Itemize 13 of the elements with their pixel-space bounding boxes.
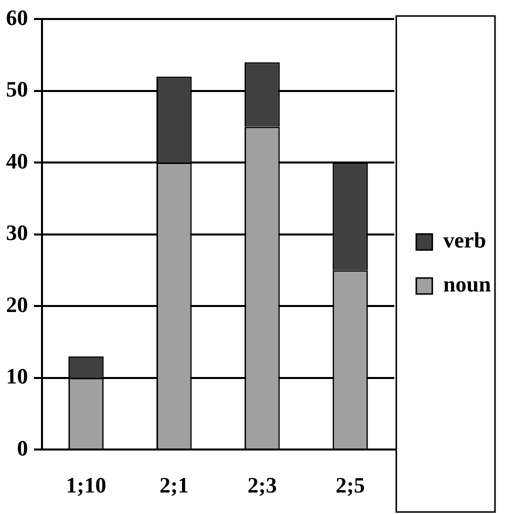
x-tick-label: 2;1 bbox=[159, 472, 189, 498]
y-tick-label: 0 bbox=[17, 435, 28, 460]
y-tick-label: 20 bbox=[6, 292, 28, 317]
legend-label: verb bbox=[443, 228, 486, 253]
x-tick-label: 2;3 bbox=[248, 472, 277, 498]
x-tick-label: 1;10 bbox=[66, 472, 106, 498]
y-tick-label: 10 bbox=[6, 364, 28, 389]
y-tick-label: 50 bbox=[6, 76, 28, 102]
x-tick-label: 2;5 bbox=[336, 472, 365, 498]
y-tick-label: 30 bbox=[6, 220, 28, 246]
y-tick-label: 40 bbox=[6, 148, 28, 174]
y-tick-label: 60 bbox=[6, 4, 28, 30]
legend-label: noun bbox=[443, 272, 492, 297]
